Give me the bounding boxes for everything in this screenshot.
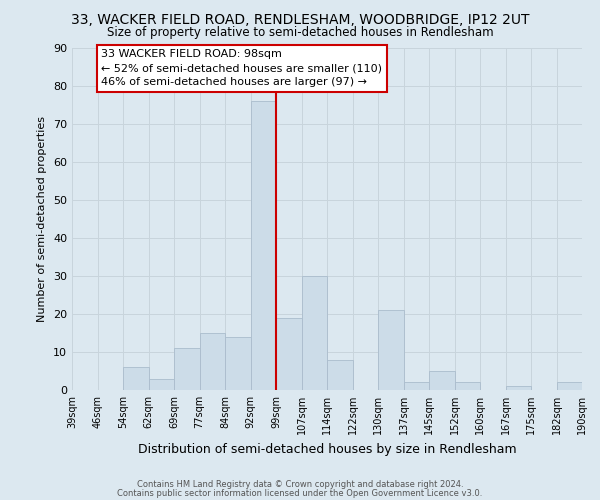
Bar bbox=[327, 360, 353, 390]
Text: 33 WACKER FIELD ROAD: 98sqm
← 52% of semi-detached houses are smaller (110)
46% : 33 WACKER FIELD ROAD: 98sqm ← 52% of sem… bbox=[101, 50, 382, 88]
Text: 33, WACKER FIELD ROAD, RENDLESHAM, WOODBRIDGE, IP12 2UT: 33, WACKER FIELD ROAD, RENDLESHAM, WOODB… bbox=[71, 12, 529, 26]
Bar bbox=[505, 386, 531, 390]
Y-axis label: Number of semi-detached properties: Number of semi-detached properties bbox=[37, 116, 47, 322]
Bar bbox=[199, 333, 225, 390]
Bar bbox=[455, 382, 480, 390]
Bar bbox=[429, 371, 455, 390]
Text: Contains HM Land Registry data © Crown copyright and database right 2024.: Contains HM Land Registry data © Crown c… bbox=[137, 480, 463, 489]
Bar bbox=[225, 336, 251, 390]
Bar bbox=[276, 318, 302, 390]
Text: Size of property relative to semi-detached houses in Rendlesham: Size of property relative to semi-detach… bbox=[107, 26, 493, 39]
X-axis label: Distribution of semi-detached houses by size in Rendlesham: Distribution of semi-detached houses by … bbox=[137, 442, 517, 456]
Bar bbox=[557, 382, 582, 390]
Bar bbox=[404, 382, 429, 390]
Bar bbox=[123, 367, 149, 390]
Bar bbox=[149, 378, 174, 390]
Bar bbox=[251, 101, 276, 390]
Bar bbox=[302, 276, 327, 390]
Bar bbox=[378, 310, 404, 390]
Bar bbox=[174, 348, 199, 390]
Text: Contains public sector information licensed under the Open Government Licence v3: Contains public sector information licen… bbox=[118, 488, 482, 498]
